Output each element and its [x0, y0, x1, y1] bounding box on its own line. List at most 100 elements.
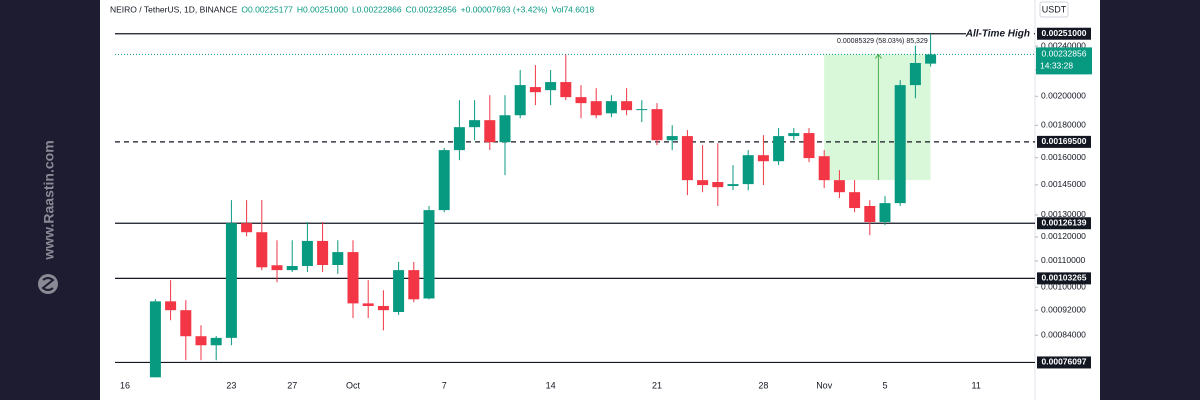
x-tick-label: Nov: [816, 380, 833, 390]
candle-body: [423, 210, 435, 299]
candle-body: [560, 82, 572, 98]
header-item: NEIRO / TetherUS, 1D, BINANCE: [110, 4, 238, 14]
level-label: 0.00076097: [1042, 357, 1087, 367]
candle-body: [499, 115, 511, 143]
x-tick-label: 28: [758, 380, 768, 390]
x-tick-label: 14: [546, 380, 556, 390]
candle-body: [849, 192, 861, 209]
y-tick-label: 0.00145000: [1041, 179, 1086, 189]
level-label-box: [1037, 356, 1091, 369]
candle-body: [362, 303, 374, 307]
currency: USDT: [1042, 4, 1067, 14]
candle-body: [438, 150, 450, 211]
candle-body: [879, 203, 891, 223]
watermark-logo-mark: [41, 277, 55, 291]
currency-box: [1039, 1, 1069, 18]
candle-body: [286, 266, 298, 271]
candle-body: [408, 270, 420, 300]
watermark: www.Raastin.com: [41, 140, 57, 260]
candle-body: [256, 232, 268, 268]
x-tick-label: 16: [120, 380, 130, 390]
candle-body: [165, 301, 177, 311]
level-label-box: [1037, 27, 1091, 40]
candle-body: [727, 184, 739, 187]
level-name: All-Time High: [965, 28, 1030, 39]
candle-body: [636, 109, 648, 111]
candle-body: [605, 101, 617, 114]
x-tick-label: Oct: [346, 380, 361, 390]
level-label: 0.00103265: [1042, 273, 1087, 283]
overlay: 0.00251000 0.00169500 0.00126139 0.00103265…: [1036, 27, 1092, 369]
candle-body: [742, 155, 754, 185]
y-tick-label: 0.00092000: [1041, 304, 1086, 314]
x-tick-label: 23: [226, 380, 236, 390]
candle-body: [347, 252, 359, 304]
candle-body: [180, 310, 192, 337]
measure-arrow-head: [875, 53, 882, 59]
candle-body: [909, 62, 921, 86]
candle-body: [301, 240, 313, 267]
candle-body: [712, 182, 724, 188]
level-label: 0.00169500: [1042, 136, 1087, 146]
candle-body: [621, 101, 633, 111]
candle-body: [195, 336, 207, 346]
y-tick-label: 0.00180000: [1041, 120, 1086, 130]
candle-body: [393, 270, 405, 312]
candle-body: [818, 156, 830, 181]
header-item: H0.00251000: [297, 4, 348, 14]
x-tick-label: 7: [442, 380, 447, 390]
candle-body: [681, 136, 693, 181]
candle-body: [514, 85, 526, 116]
candle-body: [925, 54, 937, 64]
level-label: 0.00251000: [1042, 28, 1087, 38]
candle-body: [453, 127, 465, 151]
candle-body: [149, 301, 161, 378]
x-tick-label: 21: [652, 380, 662, 390]
header-item: +0.00007693 (+3.42%): [461, 4, 548, 14]
level-label-box: [1037, 217, 1091, 230]
candle-body: [864, 205, 876, 223]
y-tick-label: 0.00130000: [1041, 209, 1086, 219]
y-tick-label: 0.00110000: [1041, 255, 1086, 265]
candle-body: [773, 136, 785, 162]
candle-body: [651, 109, 663, 141]
last-price-box: [1036, 47, 1092, 75]
header-item: L0.00222866: [352, 4, 402, 14]
last-price-label: 0.00232856: [1042, 49, 1087, 59]
y-tick-label: 0.00160000: [1041, 152, 1086, 162]
level-label-box: [1037, 272, 1091, 285]
level-label-box: [1037, 135, 1091, 148]
candle-body: [210, 337, 222, 346]
candle-body: [545, 82, 557, 91]
header-item: O0.00225177: [241, 4, 293, 14]
candle-body: [803, 133, 815, 159]
countdown: 14:33:28: [1040, 61, 1073, 71]
candle-body: [377, 306, 389, 311]
candle-body: [697, 180, 709, 186]
candle-body: [666, 136, 678, 141]
candle-body: [529, 87, 541, 93]
x-tick-label: 27: [287, 380, 297, 390]
x-tick-label: 5: [882, 380, 887, 390]
candle-body: [833, 180, 845, 193]
x-tick-label: 11: [972, 380, 981, 390]
header-item: Vol74.6018: [552, 4, 595, 14]
level-label: 0.00126139: [1042, 218, 1087, 228]
measure-label: 0.00085329 (58.03%) 85,329: [837, 38, 928, 45]
candle-body: [317, 240, 329, 265]
plot: 0.002400000.002200000.002000000.00180000…: [115, 27, 1086, 390]
candle-body: [332, 252, 344, 265]
candle-body: [575, 97, 587, 104]
candle-body: [788, 133, 800, 137]
y-tick-label: 0.00200000: [1041, 91, 1086, 101]
candle-body: [590, 101, 602, 116]
candle-body: [241, 223, 253, 233]
candle-body: [757, 155, 769, 162]
chart-panel: [100, 0, 1100, 400]
level-name-bg: [966, 27, 1034, 40]
candle-body: [271, 265, 283, 271]
y-tick-label: 0.00100000: [1041, 281, 1086, 291]
y-tick-label: 0.00240000: [1041, 40, 1086, 50]
